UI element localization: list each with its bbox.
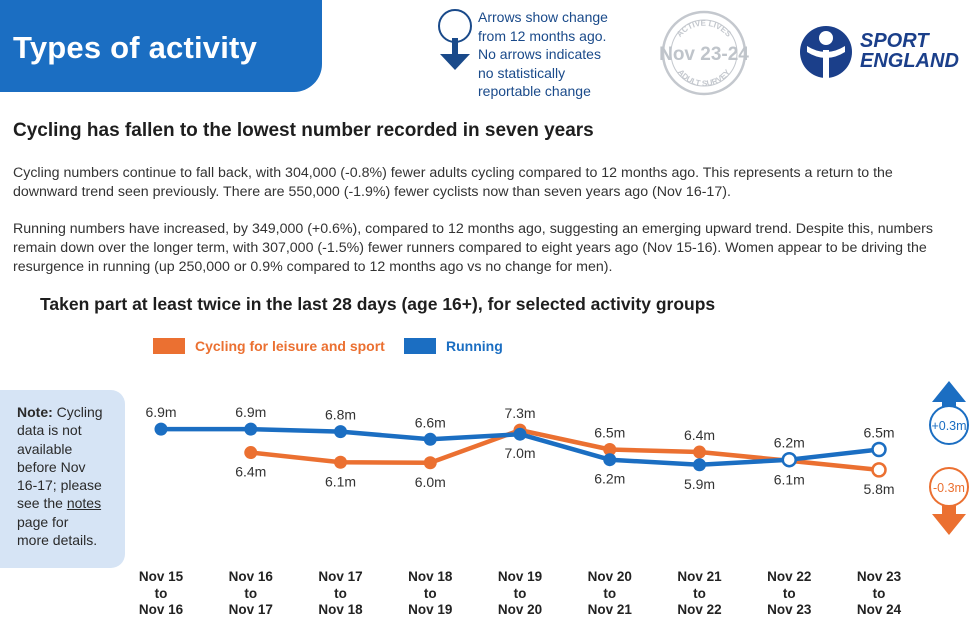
x-tick-label-1: Nov 16 to Nov 17	[228, 569, 273, 617]
point-running-5	[603, 453, 617, 467]
note-panel	[0, 390, 125, 568]
x-tick-label-2: Nov 17 to Nov 18	[318, 569, 363, 617]
legend-running: Running	[404, 337, 503, 355]
running-change-circle	[929, 405, 969, 445]
legend-label-cycling: Cycling for leisure and sport	[195, 338, 385, 354]
x-tick-label-7: Nov 22 to Nov 23	[767, 569, 812, 617]
running-up-arrow-icon	[932, 381, 966, 402]
data-label-running-2: 6.8m	[325, 407, 356, 423]
data-label-cycling-4: 7.3m	[504, 405, 535, 421]
data-label-running-8: 6.5m	[863, 425, 894, 441]
logo-wordmark: SPORT ENGLAND	[860, 30, 959, 72]
point-running-6	[693, 458, 706, 472]
header-banner	[0, 0, 322, 92]
legend-cycling: Cycling for leisure and sport	[153, 337, 385, 355]
x-tick-label-6: Nov 21 to Nov 22	[677, 569, 722, 617]
point-running-4	[513, 427, 527, 441]
point-cycling-8	[871, 462, 887, 478]
x-tick-label-3: Nov 18 to Nov 19	[408, 569, 453, 617]
arrow-legend-icon	[438, 9, 472, 70]
x-tick-label-8: Nov 23 to Nov 24	[856, 569, 902, 617]
legend-label-running: Running	[446, 338, 503, 354]
data-label-cycling-8: 5.8m	[863, 481, 894, 497]
sport-england-logo-icon	[800, 26, 852, 78]
point-cycling-5	[603, 443, 617, 456]
data-label-running-6: 5.9m	[684, 476, 715, 492]
data-label-running-1: 6.9m	[235, 404, 266, 420]
point-cycling-6	[693, 445, 706, 459]
point-cycling-1	[244, 446, 258, 460]
paragraph-running: Running numbers have increased, by 349,0…	[13, 221, 933, 275]
point-running-3	[423, 432, 437, 446]
legend-swatch-running	[404, 338, 436, 354]
notes-link[interactable]: notes	[66, 495, 102, 512]
arrow-legend-text: Arrows show change from 12 months ago. N…	[478, 9, 608, 99]
point-running-2	[334, 425, 347, 439]
data-label-running-3: 6.6m	[415, 414, 446, 430]
headline: Cycling has fallen to the lowest number …	[13, 120, 594, 141]
x-tick-label-5: Nov 20 to Nov 21	[587, 569, 632, 617]
legend-swatch-cycling	[153, 338, 185, 354]
data-label-cycling-3: 6.0m	[415, 474, 446, 490]
cycling-change-label: -0.3m	[933, 481, 965, 495]
paragraph-cycling: Cycling numbers continue to fall back, w…	[13, 165, 893, 200]
cycling-down-arrow-icon	[932, 514, 966, 535]
data-label-running-0: 6.9m	[145, 404, 176, 420]
chart-title: Taken part at least twice in the last 28…	[40, 294, 716, 314]
running-change-label: +0.3m	[931, 419, 966, 433]
data-label-running-7: 6.2m	[774, 435, 805, 451]
data-label-running-5: 6.2m	[594, 471, 625, 487]
note-text: Note: Cycling data is not available befo…	[17, 404, 103, 549]
data-label-cycling-7: 6.1m	[774, 472, 805, 488]
point-cycling-2	[334, 455, 347, 469]
data-label-cycling-1: 6.4m	[235, 464, 266, 480]
point-running-0	[154, 422, 168, 436]
data-label-running-4: 7.0m	[504, 445, 535, 461]
x-tick-label-0: Nov 15 to Nov 16	[138, 569, 184, 617]
point-cycling-3	[423, 456, 437, 470]
data-label-cycling-6: 6.4m	[684, 427, 715, 443]
point-running-8	[871, 441, 887, 458]
data-label-cycling-2: 6.1m	[325, 473, 356, 489]
point-running-7	[781, 451, 797, 468]
page-title: Types of activity	[13, 30, 258, 65]
point-running-1	[244, 422, 258, 436]
x-tick-label-4: Nov 19 to Nov 20	[497, 569, 543, 617]
data-label-cycling-5: 6.5m	[594, 425, 625, 441]
stamp-center-text: Nov 23-24	[659, 44, 749, 65]
cycling-down-arrow-stem	[942, 505, 956, 515]
active-lives-stamp: ACTIVE LIVES Nov 23-24 ADULT SURVEY	[659, 10, 749, 96]
